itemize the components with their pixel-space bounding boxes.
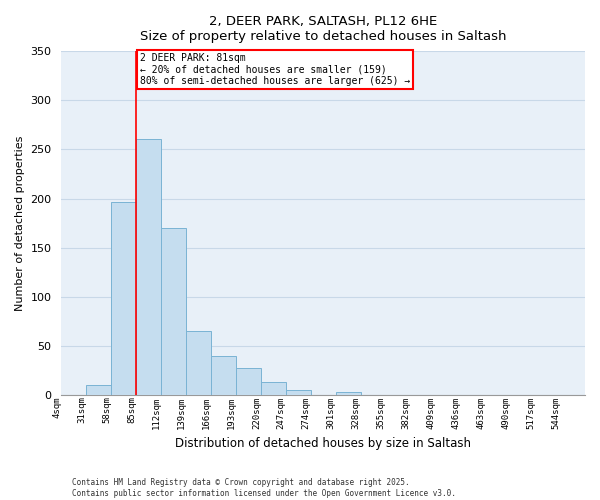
Bar: [136, 138, 161, 395]
Bar: [161, 228, 186, 395]
Bar: [111, 202, 136, 395]
Bar: [261, 382, 286, 395]
Bar: [186, 331, 211, 395]
Text: Contains HM Land Registry data © Crown copyright and database right 2025.
Contai: Contains HM Land Registry data © Crown c…: [72, 478, 456, 498]
X-axis label: Distribution of detached houses by size in Saltash: Distribution of detached houses by size …: [175, 437, 471, 450]
Bar: [211, 356, 236, 395]
Bar: [86, 385, 111, 395]
Bar: [236, 368, 261, 395]
Title: 2, DEER PARK, SALTASH, PL12 6HE
Size of property relative to detached houses in : 2, DEER PARK, SALTASH, PL12 6HE Size of …: [140, 15, 506, 43]
Bar: [286, 390, 311, 395]
Y-axis label: Number of detached properties: Number of detached properties: [15, 136, 25, 311]
Bar: [335, 392, 361, 395]
Text: 2 DEER PARK: 81sqm
← 20% of detached houses are smaller (159)
80% of semi-detach: 2 DEER PARK: 81sqm ← 20% of detached hou…: [140, 53, 410, 86]
